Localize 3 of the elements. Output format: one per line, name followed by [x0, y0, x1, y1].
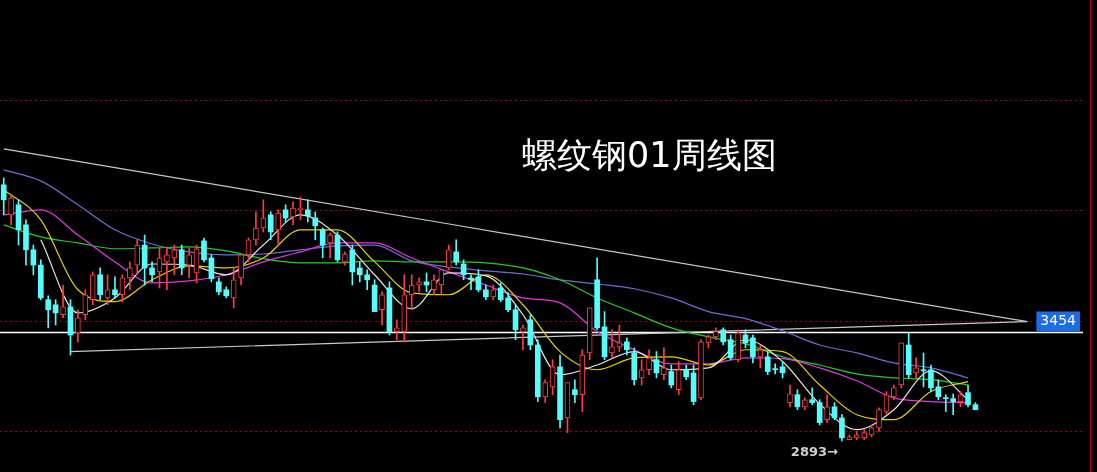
annotation: 3454 [1040, 312, 1077, 329]
chart-title: 螺纹钢01周线图 [522, 134, 777, 177]
text: 2893→ [790, 444, 839, 460]
